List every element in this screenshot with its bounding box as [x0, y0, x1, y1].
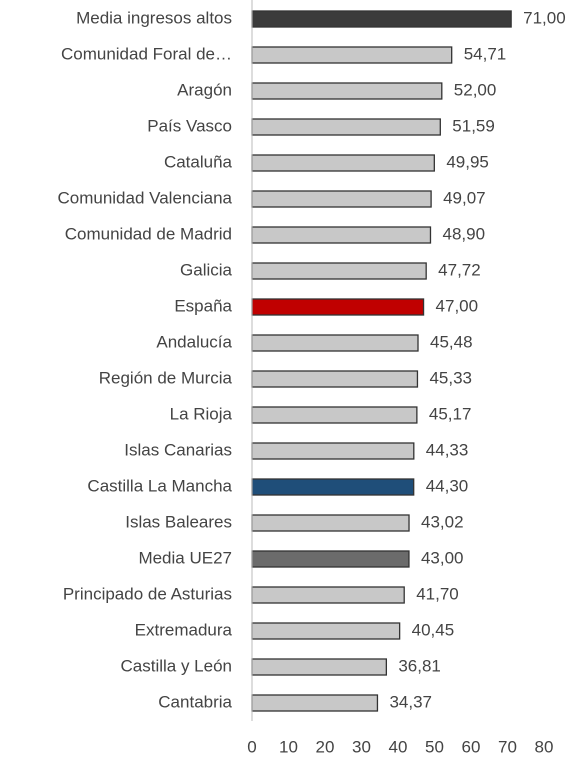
y-tick-label: Andalucía	[156, 332, 232, 351]
y-tick-label: Media ingresos altos	[76, 8, 232, 27]
bar	[251, 82, 443, 100]
value-label: 48,90	[442, 224, 485, 243]
value-label: 44,33	[426, 440, 469, 459]
y-tick-label: Extremadura	[135, 620, 233, 639]
bar	[251, 550, 410, 568]
x-tick-label: 40	[389, 737, 408, 756]
y-tick-label: Región de Murcia	[99, 368, 233, 387]
bar	[251, 118, 441, 136]
bar	[251, 154, 435, 172]
y-tick-label: Principado de Asturias	[63, 584, 232, 603]
bar	[251, 442, 415, 460]
bar	[251, 514, 410, 532]
y-tick-label: Castilla La Mancha	[87, 476, 232, 495]
x-tick-label: 0	[247, 737, 256, 756]
value-label: 71,00	[523, 8, 566, 27]
bar	[251, 226, 432, 244]
bar	[251, 694, 379, 712]
bar	[251, 370, 419, 388]
bar	[251, 10, 512, 28]
value-label: 41,70	[416, 584, 459, 603]
y-tick-label: Comunidad de Madrid	[65, 224, 232, 243]
y-tick-label: Cataluña	[164, 152, 233, 171]
x-tick-label: 50	[425, 737, 444, 756]
value-label: 34,37	[389, 692, 432, 711]
y-tick-label: Cantabria	[158, 692, 232, 711]
value-label: 45,33	[429, 368, 472, 387]
value-label: 43,00	[421, 548, 464, 567]
y-tick-label: Aragón	[177, 80, 232, 99]
value-label: 47,00	[436, 296, 479, 315]
bar	[251, 586, 405, 604]
value-label: 49,07	[443, 188, 486, 207]
value-label: 44,30	[426, 476, 469, 495]
value-label: 36,81	[398, 656, 441, 675]
y-tick-label: Comunidad Valenciana	[57, 188, 232, 207]
x-tick-label: 80	[535, 737, 554, 756]
value-label: 51,59	[452, 116, 495, 135]
y-tick-label: Islas Canarias	[124, 440, 232, 459]
value-label: 52,00	[454, 80, 497, 99]
bar	[251, 298, 425, 316]
y-tick-label: Media UE27	[138, 548, 232, 567]
y-tick-label: País Vasco	[147, 116, 232, 135]
x-tick-label: 20	[316, 737, 335, 756]
x-tick-label: 60	[462, 737, 481, 756]
value-label: 45,48	[430, 332, 473, 351]
bar	[251, 478, 415, 496]
x-tick-label: 30	[352, 737, 371, 756]
x-tick-label: 10	[279, 737, 298, 756]
value-label: 40,45	[412, 620, 455, 639]
value-label: 43,02	[421, 512, 464, 531]
bar	[251, 262, 427, 280]
bar	[251, 190, 432, 208]
bar	[251, 622, 401, 640]
bar	[251, 334, 419, 352]
bar	[251, 658, 388, 676]
y-tick-label: Islas Baleares	[125, 512, 232, 531]
bar	[251, 406, 418, 424]
x-tick-label: 70	[498, 737, 517, 756]
y-tick-label: Galicia	[180, 260, 233, 279]
y-tick-label: La Rioja	[170, 404, 233, 423]
y-tick-label: Comunidad Foral de…	[61, 44, 232, 63]
value-label: 54,71	[464, 44, 507, 63]
y-tick-label: España	[174, 296, 232, 315]
bar	[251, 46, 453, 64]
y-tick-label: Castilla y León	[120, 656, 232, 675]
value-label: 45,17	[429, 404, 472, 423]
value-label: 47,72	[438, 260, 481, 279]
value-label: 49,95	[446, 152, 489, 171]
